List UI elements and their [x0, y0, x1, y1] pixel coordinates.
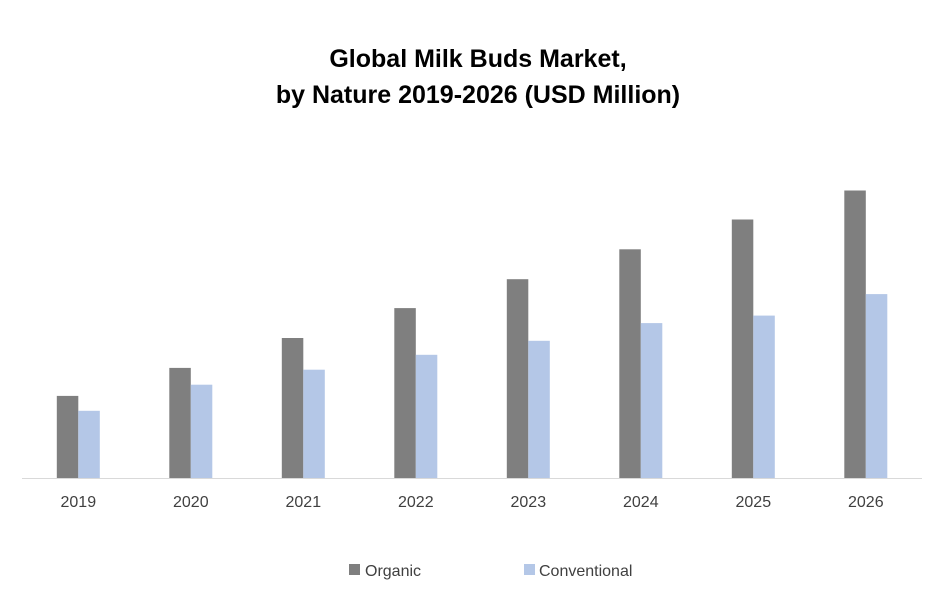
bar-chart: Global Milk Buds Market, by Nature 2019-… [0, 0, 941, 616]
x-tick-label-2024: 2024 [623, 494, 659, 511]
legend-swatch-organic [349, 564, 360, 575]
bar-organic-2023 [507, 279, 529, 478]
bar-organic-2019 [57, 396, 79, 478]
bar-conventional-2022 [416, 355, 438, 478]
bars-layer [57, 191, 888, 479]
bar-conventional-2020 [191, 385, 213, 478]
x-tick-label-2026: 2026 [848, 494, 884, 511]
x-tick-label-2019: 2019 [61, 494, 97, 511]
legend-label-conventional: Conventional [539, 563, 632, 580]
bar-conventional-2024 [641, 323, 663, 478]
legend: Organic Conventional [349, 563, 632, 580]
x-tick-label-2021: 2021 [286, 494, 322, 511]
x-tick-label-2025: 2025 [736, 494, 772, 511]
chart-root: Global Milk Buds Market, by Nature 2019-… [0, 0, 941, 616]
legend-swatch-conventional [524, 564, 535, 575]
bar-conventional-2026 [866, 294, 888, 478]
chart-title-line-2: by Nature 2019-2026 (USD Million) [276, 81, 680, 109]
bar-organic-2026 [844, 191, 866, 479]
x-tick-labels: 2019 2020 2021 2022 2023 2024 2025 2026 [61, 494, 884, 511]
bar-conventional-2021 [303, 370, 325, 478]
bar-organic-2021 [282, 338, 304, 478]
bar-organic-2022 [394, 308, 416, 478]
bar-organic-2025 [732, 220, 754, 479]
bar-conventional-2023 [528, 341, 550, 478]
x-tick-label-2023: 2023 [511, 494, 547, 511]
bar-conventional-2019 [78, 411, 100, 478]
x-tick-label-2020: 2020 [173, 494, 209, 511]
bar-conventional-2025 [753, 316, 775, 478]
bar-organic-2024 [619, 249, 641, 478]
chart-title-line-1: Global Milk Buds Market, [329, 45, 626, 73]
legend-label-organic: Organic [365, 563, 421, 580]
bar-organic-2020 [169, 368, 191, 478]
x-tick-label-2022: 2022 [398, 494, 434, 511]
